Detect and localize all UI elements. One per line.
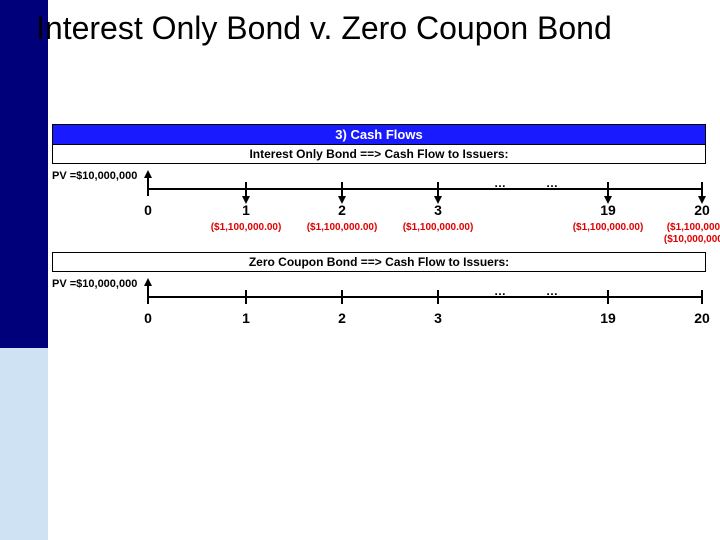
period-label: 19	[600, 310, 616, 326]
period-label: 1	[242, 202, 250, 218]
cashflow-value: ($1,100,000.00)	[211, 222, 282, 233]
down-arrow-icon	[604, 196, 612, 204]
cashflow-value: ($1,100,000.00)	[307, 222, 378, 233]
down-arrow-icon	[338, 196, 346, 204]
pv-label: PV =$10,000,000	[52, 278, 137, 290]
period-label: 3	[434, 202, 442, 218]
down-arrow-icon	[698, 196, 706, 204]
slide: Interest Only Bond v. Zero Coupon Bond 3…	[0, 0, 720, 540]
section-header-band: 3) Cash Flows	[52, 124, 706, 145]
period-label: 19	[600, 202, 616, 218]
tick	[437, 290, 439, 304]
ellipsis: …	[546, 284, 558, 298]
diagram-area: 3) Cash Flows Interest Only Bond ==> Cas…	[52, 124, 706, 342]
interest-only-timeline: PV =$10,000,000 0 1 ($1,100,000.00) 2 ($1,10…	[52, 164, 706, 252]
down-arrow-icon	[242, 196, 250, 204]
tick	[147, 290, 149, 304]
period-label: 3	[434, 310, 442, 326]
tick	[607, 290, 609, 304]
axis-line	[148, 296, 702, 298]
ellipsis: …	[494, 284, 506, 298]
interest-only-subtitle: Interest Only Bond ==> Cash Flow to Issu…	[52, 145, 706, 164]
period-label: 0	[144, 202, 152, 218]
period-label: 1	[242, 310, 250, 326]
tick	[147, 182, 149, 196]
tick	[245, 290, 247, 304]
tick	[701, 290, 703, 304]
period-label: 2	[338, 202, 346, 218]
period-label: 0	[144, 310, 152, 326]
cashflow-value: ($1,100,000.00)	[667, 222, 720, 233]
down-arrow-icon	[434, 196, 442, 204]
sidebar-light	[0, 348, 48, 540]
period-label: 20	[694, 310, 710, 326]
ellipsis: …	[494, 176, 506, 190]
cashflow-value: ($1,100,000.00)	[573, 222, 644, 233]
cashflow-value: ($10,000,000.00)	[664, 234, 720, 245]
period-label: 20	[694, 202, 710, 218]
axis-line	[148, 188, 702, 190]
zero-coupon-timeline: PV =$10,000,000 01231920……	[52, 272, 706, 342]
period-label: 2	[338, 310, 346, 326]
slide-title: Interest Only Bond v. Zero Coupon Bond	[36, 10, 612, 47]
pv-label: PV =$10,000,000	[52, 170, 137, 182]
ellipsis: …	[546, 176, 558, 190]
cashflow-value: ($1,100,000.00)	[403, 222, 474, 233]
zero-coupon-subtitle: Zero Coupon Bond ==> Cash Flow to Issuer…	[52, 252, 706, 272]
tick	[341, 290, 343, 304]
